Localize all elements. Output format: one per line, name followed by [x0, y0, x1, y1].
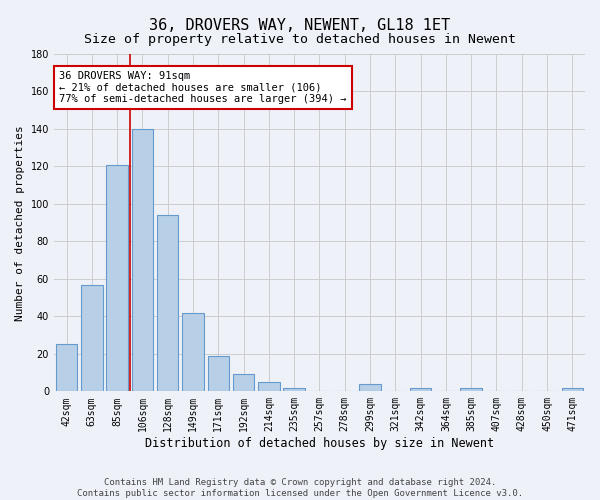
- Bar: [56, 344, 77, 392]
- Bar: [283, 388, 305, 392]
- Bar: [233, 374, 254, 392]
- Bar: [208, 356, 229, 392]
- Bar: [81, 284, 103, 392]
- Bar: [106, 164, 128, 392]
- X-axis label: Distribution of detached houses by size in Newent: Distribution of detached houses by size …: [145, 437, 494, 450]
- Bar: [131, 129, 153, 392]
- Bar: [562, 388, 583, 392]
- Text: Size of property relative to detached houses in Newent: Size of property relative to detached ho…: [84, 32, 516, 46]
- Text: 36 DROVERS WAY: 91sqm
← 21% of detached houses are smaller (106)
77% of semi-det: 36 DROVERS WAY: 91sqm ← 21% of detached …: [59, 71, 347, 104]
- Bar: [359, 384, 381, 392]
- Bar: [258, 382, 280, 392]
- Text: Contains HM Land Registry data © Crown copyright and database right 2024.
Contai: Contains HM Land Registry data © Crown c…: [77, 478, 523, 498]
- Y-axis label: Number of detached properties: Number of detached properties: [15, 125, 25, 320]
- Text: 36, DROVERS WAY, NEWENT, GL18 1ET: 36, DROVERS WAY, NEWENT, GL18 1ET: [149, 18, 451, 32]
- Bar: [157, 215, 178, 392]
- Bar: [410, 388, 431, 392]
- Bar: [182, 312, 204, 392]
- Bar: [460, 388, 482, 392]
